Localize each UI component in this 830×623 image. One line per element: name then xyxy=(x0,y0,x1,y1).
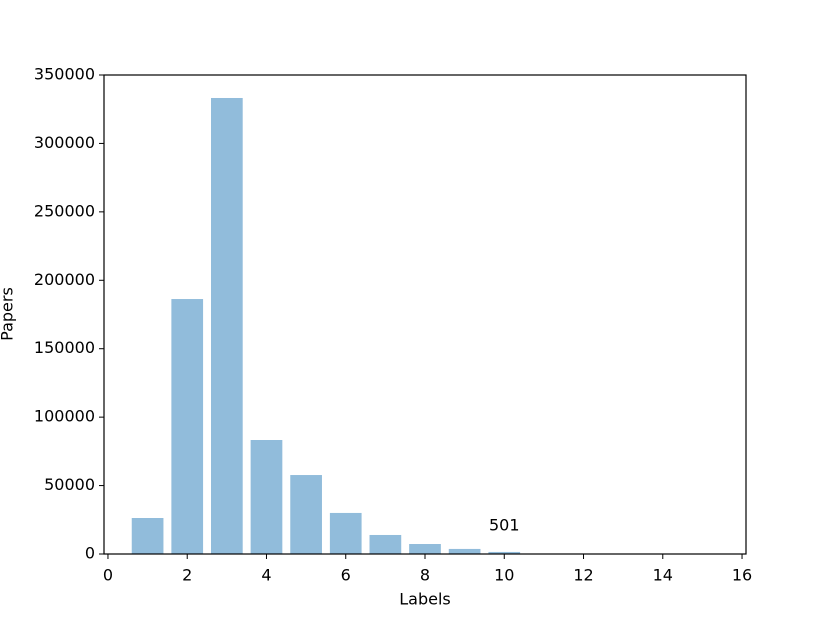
y-tick-label: 50000 xyxy=(44,475,95,494)
y-tick-label: 350000 xyxy=(34,65,95,84)
bar xyxy=(409,544,441,554)
x-tick-label: 14 xyxy=(653,566,673,585)
x-tick-label: 12 xyxy=(573,566,593,585)
x-tick-label: 6 xyxy=(341,566,351,585)
bar xyxy=(211,97,243,554)
y-tick-label: 100000 xyxy=(34,407,95,426)
plot-frame xyxy=(103,74,747,555)
y-tick-label: 250000 xyxy=(34,201,95,220)
bar xyxy=(488,551,521,554)
y-tick-label: 300000 xyxy=(34,133,95,152)
bar xyxy=(250,439,283,554)
x-axis-label: Labels xyxy=(399,590,451,609)
bar xyxy=(290,475,322,554)
bar xyxy=(131,518,164,554)
x-tick-label: 0 xyxy=(103,566,113,585)
bar xyxy=(369,534,402,554)
bar xyxy=(448,548,481,554)
bar xyxy=(171,299,204,554)
y-tick-label: 150000 xyxy=(34,338,95,357)
x-tick-label: 2 xyxy=(182,566,192,585)
x-tick-label: 16 xyxy=(732,566,752,585)
bar xyxy=(329,512,362,554)
x-tick-label: 10 xyxy=(494,566,514,585)
annotation: 501 xyxy=(489,515,520,534)
x-tick-label: 8 xyxy=(420,566,430,585)
y-tick-label: 200000 xyxy=(34,270,95,289)
x-tick-label: 4 xyxy=(261,566,271,585)
y-tick-label: 0 xyxy=(85,544,95,563)
y-axis-label: Papers xyxy=(0,287,17,341)
